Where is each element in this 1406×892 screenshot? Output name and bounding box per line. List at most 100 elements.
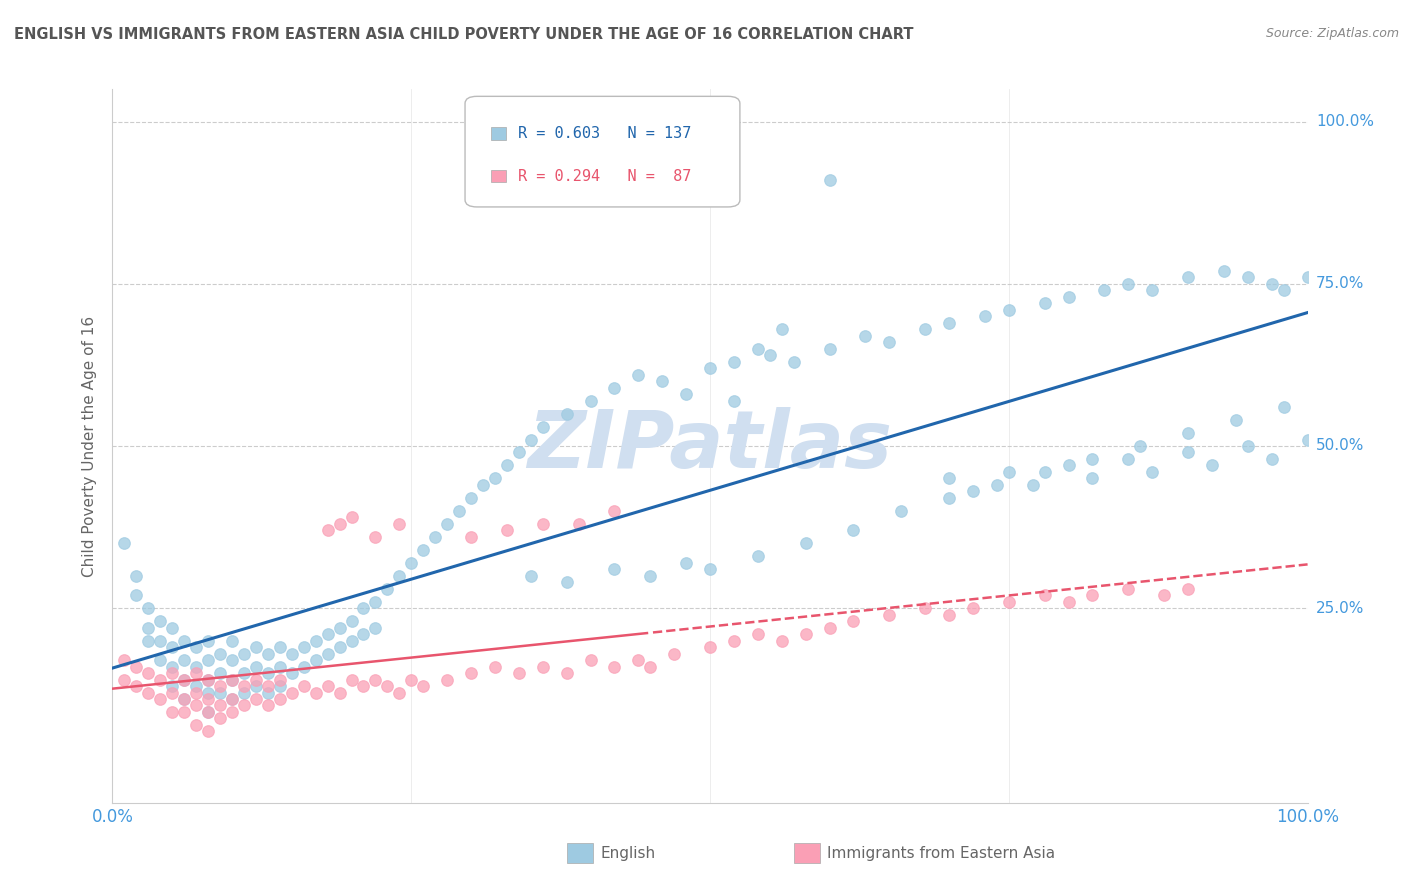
Point <box>508 445 530 459</box>
Point <box>1033 296 1056 310</box>
Point <box>770 322 793 336</box>
Point <box>603 381 626 395</box>
Point <box>1081 452 1104 467</box>
Y-axis label: Child Poverty Under the Age of 16: Child Poverty Under the Age of 16 <box>82 316 97 576</box>
Point <box>162 621 183 635</box>
Point <box>388 568 411 582</box>
Point <box>842 614 865 628</box>
Point <box>603 504 626 518</box>
Point <box>377 582 399 596</box>
Point <box>520 568 543 582</box>
Point <box>114 673 135 687</box>
Point <box>221 653 243 667</box>
Point <box>233 685 256 699</box>
Point <box>329 516 352 531</box>
Point <box>186 679 208 693</box>
Point <box>329 640 352 654</box>
Bar <box>491 169 506 183</box>
Point <box>162 659 183 673</box>
Point <box>257 647 280 661</box>
Point <box>377 679 399 693</box>
Point <box>186 685 208 699</box>
Point <box>138 666 160 681</box>
Point <box>221 673 243 687</box>
Point <box>938 316 960 330</box>
Point <box>425 530 447 544</box>
Point <box>401 673 423 687</box>
FancyBboxPatch shape <box>465 96 740 207</box>
Point <box>186 666 208 681</box>
Point <box>197 653 219 667</box>
Point <box>723 633 745 648</box>
Point <box>316 524 339 538</box>
Point <box>233 647 256 661</box>
Point <box>138 633 160 648</box>
Point <box>401 556 423 570</box>
Point <box>782 354 804 368</box>
Point <box>412 679 434 693</box>
Text: English: English <box>600 846 655 861</box>
Point <box>162 679 183 693</box>
Text: R = 0.294   N =  87: R = 0.294 N = 87 <box>519 169 692 184</box>
Point <box>316 679 339 693</box>
Point <box>1272 400 1295 414</box>
Point <box>640 659 662 673</box>
Bar <box>793 844 820 863</box>
Point <box>664 647 686 661</box>
Point <box>340 510 363 524</box>
Point <box>1118 452 1140 467</box>
Point <box>1057 290 1080 304</box>
Point <box>221 633 243 648</box>
Point <box>245 640 267 654</box>
Point <box>1225 413 1247 427</box>
Point <box>460 491 482 505</box>
Point <box>186 698 208 713</box>
Point <box>269 673 291 687</box>
Point <box>281 647 304 661</box>
Point <box>329 685 352 699</box>
Point <box>281 666 304 681</box>
Point <box>364 621 387 635</box>
Point <box>233 698 256 713</box>
Point <box>1296 433 1319 447</box>
Point <box>1118 582 1140 596</box>
Point <box>603 562 626 576</box>
Point <box>1177 445 1199 459</box>
Point <box>508 666 530 681</box>
Point <box>292 659 315 673</box>
Point <box>352 627 374 641</box>
Point <box>699 562 721 576</box>
Point <box>173 705 195 719</box>
Point <box>209 711 232 725</box>
Point <box>149 614 172 628</box>
Point <box>221 705 243 719</box>
Point <box>125 679 148 693</box>
Point <box>938 471 960 485</box>
Point <box>699 640 721 654</box>
Bar <box>491 128 506 140</box>
Point <box>209 685 232 699</box>
Point <box>447 504 470 518</box>
Point <box>197 705 219 719</box>
Point <box>269 640 291 654</box>
Point <box>340 673 363 687</box>
Point <box>197 692 219 706</box>
Point <box>114 536 135 550</box>
Point <box>340 633 363 648</box>
Point <box>1237 270 1260 285</box>
Point <box>149 673 172 687</box>
Point <box>531 516 554 531</box>
Point <box>675 556 697 570</box>
Point <box>962 601 984 615</box>
Point <box>555 666 578 681</box>
Point <box>818 173 841 187</box>
Point <box>388 516 411 531</box>
Point <box>759 348 782 362</box>
Point <box>627 653 650 667</box>
Point <box>364 595 387 609</box>
Point <box>747 342 769 356</box>
Point <box>1118 277 1140 291</box>
Point <box>842 524 865 538</box>
Point <box>1142 465 1164 479</box>
Point <box>747 549 769 564</box>
